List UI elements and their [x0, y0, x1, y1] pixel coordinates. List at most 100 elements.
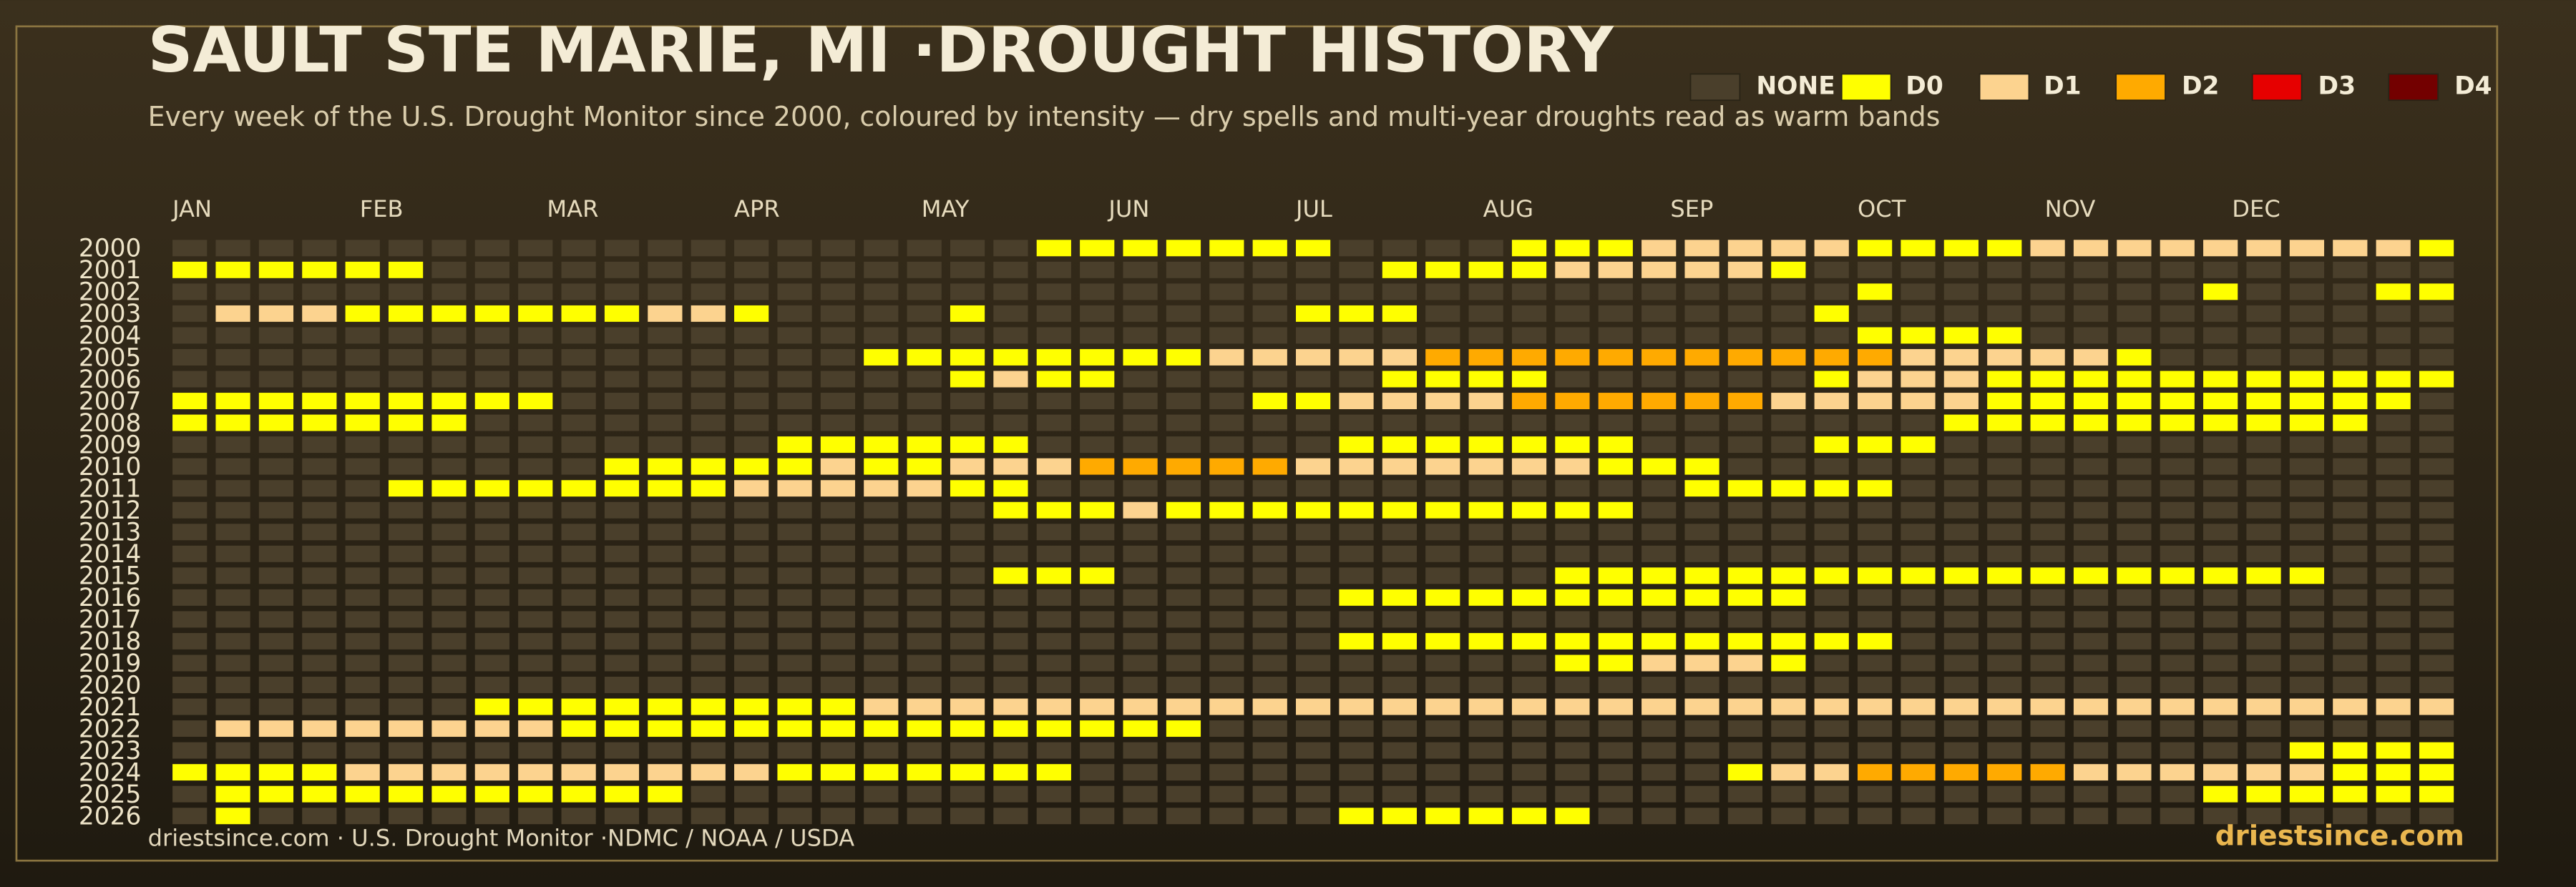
week-cell: [993, 611, 1028, 628]
week-cell: [1641, 567, 1677, 584]
week-cell: [1296, 371, 1331, 388]
week-cell: [2246, 742, 2281, 759]
week-cell: [258, 414, 294, 431]
week-cell: [518, 720, 553, 737]
week-cell: [604, 632, 640, 650]
week-cell: [648, 785, 683, 803]
week-cell: [1036, 764, 1071, 781]
week-cell: [388, 698, 424, 715]
week-cell: [388, 305, 424, 322]
week-cell: [1209, 742, 1244, 759]
brand: driestsince.com: [2215, 820, 2464, 853]
week-cell: [302, 677, 337, 693]
week-cell: [1382, 327, 1417, 344]
week-cell: [604, 742, 640, 759]
week-cell: [993, 261, 1028, 278]
week-cell: [2289, 785, 2325, 803]
week-cell: [474, 808, 509, 825]
week-cell: [604, 371, 640, 388]
legend-swatch: [2251, 73, 2303, 102]
week-cell: [2160, 371, 2195, 388]
week-cell: [2246, 611, 2281, 628]
week-cell: [1339, 327, 1374, 344]
week-cell: [2419, 283, 2454, 300]
week-cell: [258, 742, 294, 759]
week-cell: [1123, 742, 1158, 759]
week-cell: [388, 327, 424, 344]
week-cell: [1814, 785, 1849, 803]
week-cell: [1641, 589, 1677, 606]
week-cell: [1727, 501, 1763, 519]
week-cell: [1771, 785, 1806, 803]
week-cell: [2117, 348, 2152, 366]
week-cell: [2333, 240, 2368, 257]
week-cell: [1339, 808, 1374, 825]
week-cell: [1987, 677, 2022, 693]
week-cell: [1641, 458, 1677, 475]
week-cell: [648, 327, 683, 344]
week-cell: [518, 305, 553, 322]
week-cell: [907, 501, 942, 519]
week-cell: [1727, 742, 1763, 759]
week-cell: [1166, 698, 1201, 715]
month-label: DEC: [2232, 195, 2280, 222]
week-cell: [1080, 698, 1115, 715]
week-cell: [215, 348, 250, 366]
week-cell: [777, 348, 812, 366]
week-cell: [1727, 589, 1763, 606]
week-cell: [993, 545, 1028, 562]
week-cell: [215, 480, 250, 497]
week-cell: [2333, 327, 2368, 344]
week-cell: [215, 785, 250, 803]
week-cell: [2419, 808, 2454, 825]
week-cell: [172, 501, 208, 519]
week-cell: [1252, 480, 1287, 497]
week-cell: [820, 698, 856, 715]
week-cell: [215, 327, 250, 344]
week-cell: [1987, 458, 2022, 475]
week-cell: [734, 742, 769, 759]
week-cell: [518, 655, 553, 672]
week-cell: [1339, 371, 1374, 388]
week-cell: [2203, 567, 2238, 584]
week-cell: [691, 589, 726, 606]
week-cell: [950, 480, 985, 497]
week-cell: [1684, 742, 1719, 759]
week-cell: [2203, 240, 2238, 257]
week-cell: [1555, 480, 1590, 497]
week-cell: [1771, 480, 1806, 497]
week-cell: [1036, 589, 1071, 606]
week-cell: [2333, 371, 2368, 388]
week-cell: [518, 545, 553, 562]
week-cell: [2419, 677, 2454, 693]
week-cell: [691, 567, 726, 584]
week-cell: [1901, 501, 1936, 519]
week-cell: [2419, 327, 2454, 344]
week-cell: [2117, 632, 2152, 650]
week-cell: [302, 524, 337, 541]
week-cell: [1209, 655, 1244, 672]
week-cell: [345, 720, 380, 737]
week-cell: [1814, 305, 1849, 322]
week-cell: [604, 240, 640, 257]
week-cell: [2419, 545, 2454, 562]
week-cell: [1296, 589, 1331, 606]
week-cell: [648, 480, 683, 497]
week-cell: [345, 611, 380, 628]
week-cell: [345, 261, 380, 278]
week-cell: [604, 545, 640, 562]
week-cell: [777, 240, 812, 257]
week-cell: [1036, 458, 1071, 475]
week-cell: [1123, 414, 1158, 431]
week-cell: [1598, 567, 1633, 584]
week-cell: [1036, 480, 1071, 497]
week-cell: [1814, 698, 1849, 715]
week-cell: [820, 785, 856, 803]
week-cell: [431, 240, 467, 257]
week-cell: [431, 632, 467, 650]
week-cell: [561, 720, 596, 737]
week-cell: [907, 327, 942, 344]
week-cell: [215, 632, 250, 650]
week-cell: [1123, 655, 1158, 672]
week-cell: [1468, 305, 1503, 322]
